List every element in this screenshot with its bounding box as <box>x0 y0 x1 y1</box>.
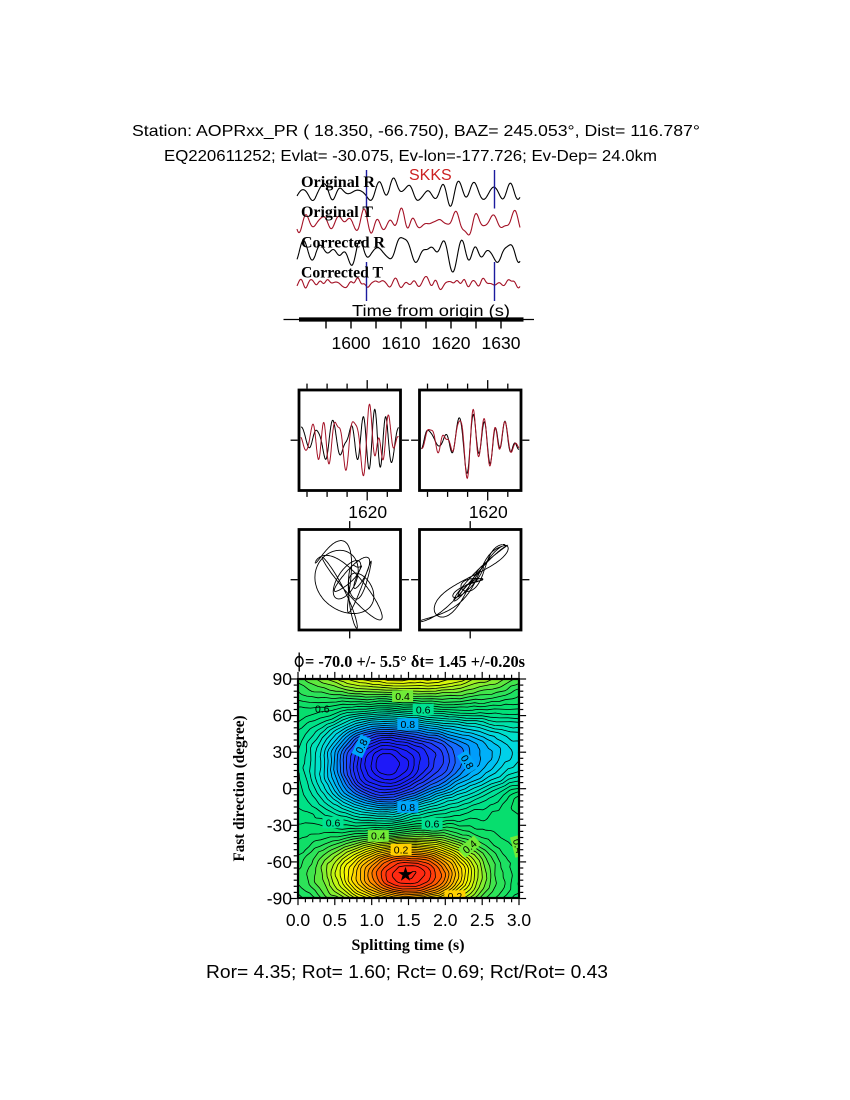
svg-text:0.8: 0.8 <box>400 719 415 731</box>
svg-text:0.2: 0.2 <box>448 891 463 903</box>
svg-text:0.5: 0.5 <box>323 910 347 930</box>
svg-text:0.8: 0.8 <box>354 737 371 756</box>
svg-text:60: 60 <box>273 706 293 726</box>
svg-text:Splitting time (s): Splitting time (s) <box>352 937 465 954</box>
svg-text:2.0: 2.0 <box>433 910 458 930</box>
svg-text:1620: 1620 <box>432 333 471 353</box>
svg-text:EQ220611252; Evlat= -30.075, E: EQ220611252; Evlat= -30.075, Ev-lon=-177… <box>164 148 657 165</box>
svg-text:1600: 1600 <box>332 333 371 353</box>
svg-text:1.0: 1.0 <box>360 910 385 930</box>
svg-text:Fast direction (degree): Fast direction (degree) <box>231 716 248 862</box>
svg-text:0: 0 <box>282 779 292 799</box>
svg-text:= -70.0 +/- 5.5° δt= 1.45 +/-0: = -70.0 +/- 5.5° δt= 1.45 +/-0.20s <box>305 652 526 671</box>
svg-text:1620: 1620 <box>348 502 387 522</box>
svg-text:Original R: Original R <box>301 174 376 191</box>
svg-text:-30: -30 <box>267 815 293 835</box>
svg-text:Time from origin (s): Time from origin (s) <box>352 303 510 320</box>
svg-text:Ror= 4.35; Rot= 1.60; Rct= 0.6: Ror= 4.35; Rot= 1.60; Rct= 0.69; Rct/Rot… <box>206 962 608 982</box>
svg-text:-60: -60 <box>267 852 293 872</box>
svg-text:0.2: 0.2 <box>394 845 409 857</box>
svg-text:0.6: 0.6 <box>326 817 341 829</box>
svg-text:1630: 1630 <box>482 333 521 353</box>
svg-text:1.5: 1.5 <box>396 910 420 930</box>
svg-text:3.0: 3.0 <box>507 910 532 930</box>
svg-text:0.6: 0.6 <box>315 704 330 716</box>
svg-text:30: 30 <box>273 742 293 762</box>
svg-text:1610: 1610 <box>382 333 421 353</box>
svg-text:1620: 1620 <box>469 502 508 522</box>
svg-text:0.6: 0.6 <box>425 818 440 830</box>
svg-text:Corrected R: Corrected R <box>301 235 386 252</box>
svg-text:2.5: 2.5 <box>470 910 494 930</box>
svg-text:90: 90 <box>273 669 293 689</box>
svg-text:SKKS: SKKS <box>409 167 452 184</box>
svg-text:Original T: Original T <box>301 204 373 221</box>
svg-text:Corrected T: Corrected T <box>301 265 383 282</box>
svg-text:-90: -90 <box>267 888 293 908</box>
svg-text:0.6: 0.6 <box>416 704 431 716</box>
svg-text:0.4: 0.4 <box>371 831 386 843</box>
svg-text:Station: AOPRxx_PR ( 18.350,: Station: AOPRxx_PR ( 18.350, -66.750), B… <box>132 123 700 140</box>
svg-text:0.0: 0.0 <box>286 910 311 930</box>
svg-text:0.4: 0.4 <box>510 838 525 855</box>
svg-text:0.4: 0.4 <box>395 691 410 703</box>
svg-text:0.8: 0.8 <box>400 802 415 814</box>
